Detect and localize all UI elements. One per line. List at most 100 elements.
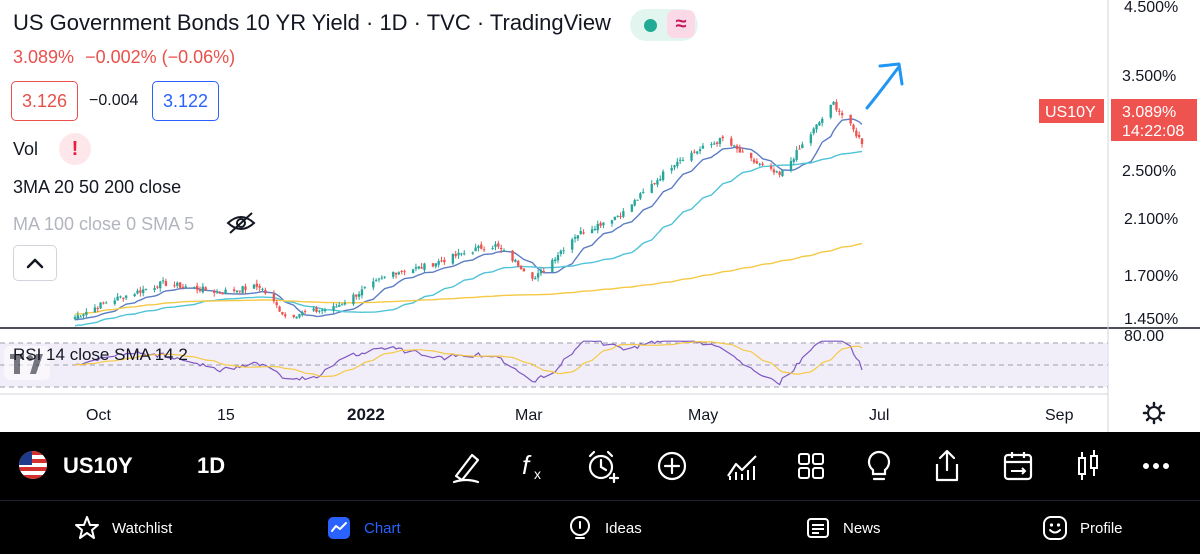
warning-icon[interactable]: ! [59, 133, 91, 165]
ma-hidden-legend[interactable]: MA 100 close 0 SMA 5 [13, 214, 195, 234]
candle-body [195, 285, 199, 290]
nav-news[interactable]: News [805, 501, 881, 555]
candle-body [400, 270, 403, 272]
candle-body [298, 314, 301, 318]
forecast-arrow[interactable] [865, 62, 904, 110]
rsi-legend[interactable]: RSI 14 close SMA 14 2 [13, 345, 188, 364]
nav-chart-label: Chart [364, 519, 401, 537]
candle-body [153, 287, 156, 290]
price-label: 1.450% [1124, 311, 1178, 328]
price-change: 3.089% −0.002% (−0.06%) [13, 47, 235, 68]
candle-body [264, 290, 267, 294]
candle-body [136, 290, 139, 294]
candle-body [639, 193, 642, 199]
nav-watchlist-label: Watchlist [112, 519, 173, 537]
ideas-bulb-icon[interactable] [857, 446, 901, 486]
candle-body [443, 259, 446, 263]
candle-body [582, 232, 585, 234]
candle-body [502, 250, 506, 252]
candle-body [670, 167, 673, 171]
candle-body [579, 231, 582, 234]
countdown-tag: 14:22:08 [1122, 123, 1184, 140]
candle-body [213, 290, 216, 293]
candle-body [173, 285, 176, 287]
lightbulb-icon [570, 516, 590, 539]
time-label: Mar [515, 407, 543, 424]
ma3-legend[interactable]: 3MA 20 50 200 close [13, 177, 182, 197]
candle-body [511, 250, 514, 262]
candle-body [159, 281, 162, 289]
candle-body [656, 180, 659, 185]
candle-body [474, 247, 477, 252]
candle-body [499, 247, 503, 250]
candle-body [852, 124, 855, 130]
moving-average-line [74, 242, 863, 315]
chart-type-icon[interactable] [1066, 446, 1110, 486]
draw-icon[interactable] [444, 446, 488, 486]
chart-area[interactable]: 4.500% 3.500% 2.500% 2.100% 1.700% 1.450… [0, 0, 1200, 432]
candle-body [235, 290, 239, 293]
candle-body [261, 288, 264, 290]
time-label: Sep [1045, 407, 1074, 424]
candle-body [815, 124, 818, 130]
candle-body [789, 160, 793, 171]
nav-ideas[interactable]: Ideas [567, 501, 642, 555]
candle-body [553, 259, 557, 262]
share-icon[interactable] [925, 446, 969, 486]
candle-body [278, 306, 281, 312]
candle-body [318, 310, 321, 312]
candle-body [775, 171, 778, 173]
buy-button[interactable]: 3.122 [152, 81, 220, 121]
candle-body [352, 294, 355, 305]
candle-body [721, 136, 724, 139]
sell-button[interactable]: 3.126 [11, 81, 79, 121]
add-icon[interactable] [650, 446, 694, 486]
bottom-navigation: Watchlist Chart Ideas News Profile [0, 500, 1200, 554]
candle-body [718, 137, 722, 144]
candle-body [403, 271, 406, 273]
nav-watchlist[interactable]: Watchlist [74, 501, 172, 555]
candle-body [596, 223, 599, 231]
candle-body [681, 160, 685, 162]
layouts-icon[interactable] [789, 446, 833, 486]
nav-ideas-label: Ideas [605, 519, 642, 537]
chart-mode-toggle[interactable]: ≈ [630, 9, 698, 41]
compare-icon[interactable] [720, 446, 764, 486]
vol-legend[interactable]: Vol [13, 139, 39, 159]
candle-body [181, 286, 185, 288]
candle-body [238, 290, 241, 292]
replay-icon[interactable] [996, 446, 1040, 486]
candle-body [198, 289, 202, 291]
candle-body [556, 255, 560, 261]
candle-body [124, 295, 128, 298]
candle-body [176, 282, 179, 286]
candle-body [676, 161, 679, 166]
symbol-title[interactable]: US Government Bonds 10 YR Yield · 1D · T… [13, 10, 611, 35]
wave-icon[interactable]: ≈ [667, 10, 695, 38]
more-icon[interactable] [1134, 446, 1178, 486]
candle-body [360, 289, 364, 296]
indicators-fx-icon[interactable]: f x [510, 446, 554, 486]
candle-body [693, 151, 696, 153]
nav-profile[interactable]: Profile [1042, 501, 1123, 555]
collapse-legend-button[interactable] [13, 245, 57, 281]
chart-icon [328, 517, 350, 539]
candle-body [576, 235, 580, 239]
candle-body [471, 252, 474, 254]
candle-body [144, 288, 148, 290]
symbol-button[interactable]: US10Y [63, 453, 133, 478]
eye-hidden-icon[interactable] [226, 211, 256, 235]
chart-canvas[interactable]: 4.500% 3.500% 2.500% 2.100% 1.700% 1.450… [0, 0, 1200, 432]
chart-settings-gear-icon[interactable] [1142, 401, 1166, 425]
candle-body [750, 152, 753, 159]
time-label: 2022 [347, 405, 385, 424]
candle-body [650, 184, 653, 193]
alert-icon[interactable] [580, 446, 624, 486]
candle-body [85, 311, 88, 315]
candle-body [769, 166, 773, 169]
candle-body [678, 159, 682, 161]
interval-button[interactable]: 1D [197, 453, 226, 478]
candle-body [394, 272, 398, 275]
symbol-tag-bg [1039, 99, 1104, 123]
nav-chart[interactable]: Chart [326, 501, 401, 555]
